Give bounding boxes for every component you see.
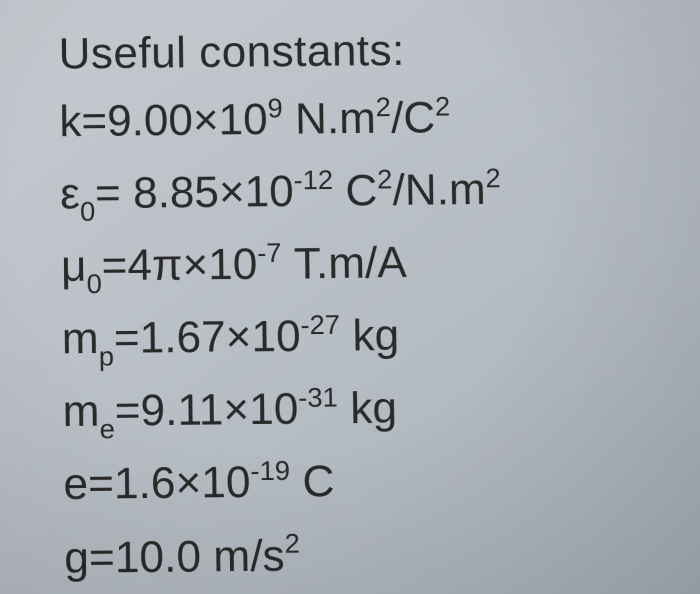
unit: /C (391, 93, 436, 143)
exponent: -31 (298, 381, 338, 413)
equals: = (114, 314, 140, 364)
equals: = (95, 169, 121, 218)
unit-exponent: 2 (284, 527, 300, 559)
symbol: m (62, 314, 99, 364)
equals: = (88, 460, 114, 510)
unit-exponent: 2 (375, 91, 391, 122)
equals: = (101, 241, 127, 291)
constants-sheet: Useful constants: k=9.00×109 N.m2/C2 ε0=… (0, 0, 700, 594)
constant-row: μ0=4π×10-7 T.m/A (61, 236, 696, 297)
value: 1.67×10 (139, 312, 301, 363)
exponent: -19 (250, 455, 290, 487)
value: 4π×10 (127, 240, 258, 291)
unit: kg (338, 384, 398, 434)
symbol: g (64, 533, 89, 583)
exponent: 9 (267, 92, 283, 123)
value: 9.00×10 (107, 95, 268, 146)
constant-row: mp=1.67×10-27 kg (62, 308, 697, 369)
symbol-subscript: e (99, 413, 115, 444)
constant-row: e=1.6×10-19 C (63, 454, 700, 515)
unit-exponent: 2 (485, 162, 501, 193)
exponent: -27 (300, 309, 340, 341)
value: 8.85×10 (121, 167, 295, 218)
exponent: -7 (257, 237, 282, 268)
symbol-subscript: 0 (86, 268, 102, 299)
unit-exponent: 2 (435, 90, 451, 121)
value: 9.11×10 (140, 385, 298, 436)
symbol: ε (60, 169, 80, 218)
value: 10.0 m/s (114, 531, 285, 582)
symbol: k (59, 97, 82, 146)
constant-row: me=9.11×10-31 kg (62, 381, 698, 442)
symbol: m (62, 387, 99, 437)
constant-row: g=10.0 m/s2 (64, 527, 700, 589)
value: 1.6×10 (114, 458, 251, 509)
constant-row: ε0= 8.85×10-12 C2/N.m2 (60, 163, 694, 224)
unit: N.m (282, 94, 376, 144)
unit: C (333, 166, 378, 216)
symbol-subscript: 0 (80, 195, 96, 226)
exponent: -12 (293, 164, 333, 196)
unit: /N.m (392, 165, 486, 215)
unit: T.m/A (281, 238, 407, 289)
unit-exponent: 2 (377, 163, 393, 194)
constant-row: k=9.00×109 N.m2/C2 (59, 91, 693, 152)
section-title: Useful constants: (58, 23, 691, 80)
unit: kg (340, 311, 400, 361)
symbol-subscript: p (99, 340, 115, 371)
symbol: μ (61, 242, 87, 292)
equals: = (81, 97, 107, 146)
unit: C (290, 457, 335, 507)
symbol: e (63, 460, 88, 510)
equals: = (89, 532, 115, 582)
equals: = (114, 386, 140, 436)
